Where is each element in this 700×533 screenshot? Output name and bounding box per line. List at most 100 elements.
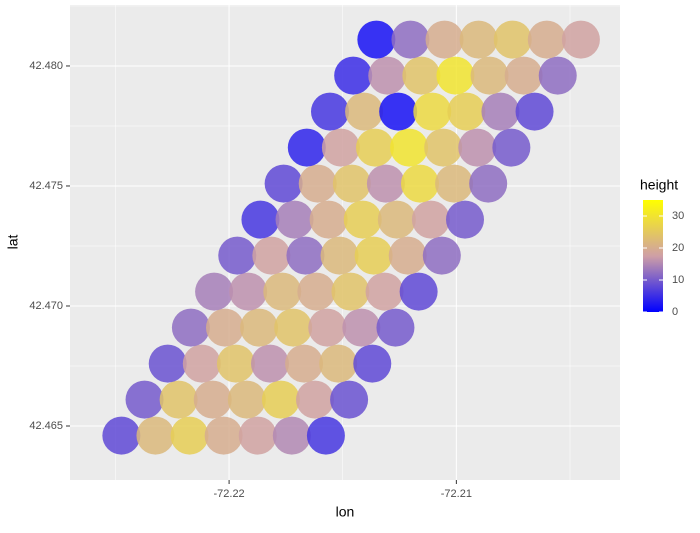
point (365, 272, 404, 311)
point (492, 128, 531, 167)
point (334, 56, 373, 95)
point (193, 380, 232, 419)
point (309, 200, 348, 239)
point (379, 92, 418, 131)
colorbar (643, 200, 663, 312)
colorbar-label: 30 (672, 210, 684, 222)
point (311, 92, 349, 131)
point (330, 380, 369, 419)
point (321, 128, 360, 167)
point (241, 200, 280, 239)
point (390, 128, 429, 167)
point (238, 416, 277, 455)
point (446, 200, 484, 239)
point (298, 164, 337, 203)
colorbar-label: 10 (672, 274, 684, 286)
point (297, 272, 336, 311)
point (218, 236, 257, 275)
point (285, 344, 324, 383)
x-axis-title: lon (336, 504, 355, 520)
point (227, 380, 266, 419)
point (206, 308, 244, 347)
point (447, 92, 486, 131)
point (272, 416, 311, 455)
y-axis-title: lat (5, 235, 21, 250)
point (391, 20, 430, 59)
point (332, 164, 371, 203)
point (252, 236, 291, 275)
point (286, 236, 325, 275)
point (342, 308, 381, 347)
point (527, 20, 566, 59)
point (261, 380, 300, 419)
points (70, 5, 620, 480)
point (481, 92, 520, 131)
point (319, 344, 358, 383)
point (356, 128, 394, 167)
point (422, 236, 461, 275)
colorbar-label: 20 (672, 242, 684, 254)
point (159, 380, 198, 419)
point (353, 344, 392, 383)
point (469, 164, 508, 203)
point (263, 272, 302, 311)
point (424, 128, 463, 167)
point (296, 380, 334, 419)
point (435, 164, 474, 203)
point (251, 344, 289, 383)
point (170, 416, 209, 455)
point (459, 20, 498, 59)
point (470, 56, 509, 95)
point (345, 92, 384, 131)
point (411, 200, 450, 239)
point (102, 416, 141, 455)
point (401, 164, 439, 203)
point (148, 344, 187, 383)
point (493, 20, 532, 59)
point (308, 308, 347, 347)
legend-title: height (640, 177, 678, 193)
x-tick-label: -72.22 (213, 488, 244, 500)
point (182, 344, 221, 383)
point (320, 236, 359, 275)
point (561, 20, 600, 59)
point (504, 56, 543, 95)
point (388, 236, 427, 275)
point (240, 308, 279, 347)
point (425, 20, 464, 59)
x-tick-label: -72.21 (441, 488, 472, 500)
y-tick-label: 42.465 (29, 420, 63, 432)
point (343, 200, 382, 239)
point (413, 92, 452, 131)
point (204, 416, 243, 455)
point (376, 308, 415, 347)
point (275, 200, 314, 239)
point (458, 128, 497, 167)
point (515, 92, 554, 131)
point (366, 164, 405, 203)
point (264, 164, 303, 203)
point (331, 272, 370, 311)
point (399, 272, 438, 311)
y-tick-label: 42.475 (29, 180, 63, 192)
point (274, 308, 313, 347)
point (229, 272, 268, 311)
colorbar-label: 0 (672, 306, 678, 318)
point (354, 236, 393, 275)
point (136, 416, 175, 455)
point (306, 416, 345, 455)
point (368, 56, 407, 95)
y-tick-label: 42.480 (29, 60, 63, 72)
point (538, 56, 577, 95)
point (125, 380, 164, 419)
point (377, 200, 416, 239)
point (436, 56, 475, 95)
point (287, 128, 326, 167)
point (171, 308, 210, 347)
point (357, 20, 396, 59)
point (402, 56, 441, 95)
y-tick-label: 42.470 (29, 300, 63, 312)
point (216, 344, 255, 383)
point (195, 272, 234, 311)
